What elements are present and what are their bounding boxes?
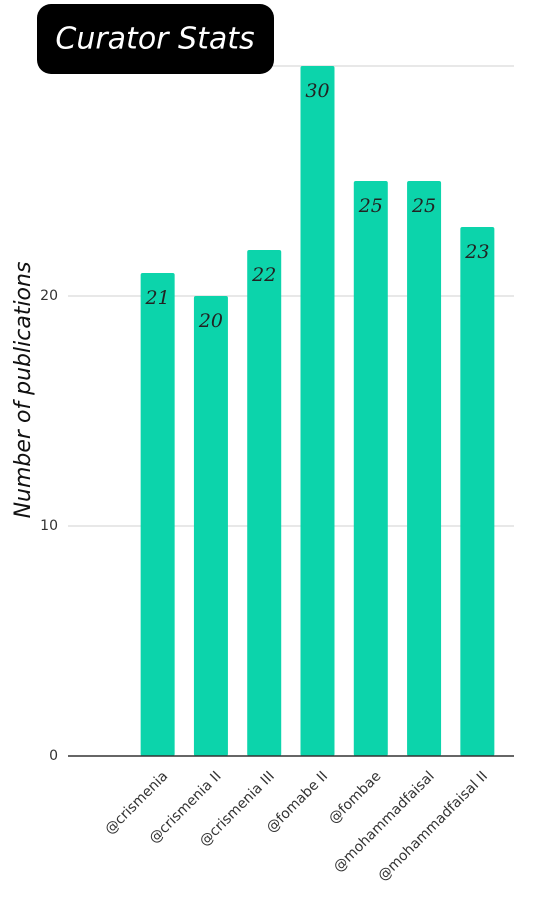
y-tick-label: 20: [40, 288, 58, 304]
y-tick-label: 10: [40, 518, 58, 534]
x-tick-label: @mohammadfaisal II: [375, 768, 491, 884]
bar: [300, 66, 335, 756]
x-tick-label: @mohammadfaisal: [331, 768, 438, 875]
data-label: 25: [411, 195, 436, 217]
y-tick-label: 0: [49, 748, 58, 764]
data-label: 21: [145, 287, 170, 309]
title-box: [37, 4, 274, 74]
data-label: 22: [251, 264, 276, 286]
y-axis-title: Number of publications: [11, 262, 36, 519]
bar: [247, 250, 282, 756]
bar: [460, 227, 495, 756]
data-label: 30: [305, 80, 329, 102]
data-label: 25: [358, 195, 383, 217]
bar: [407, 181, 442, 756]
data-label: 23: [464, 241, 489, 263]
bar: [140, 273, 175, 756]
data-label: 20: [198, 310, 223, 332]
bar: [193, 296, 228, 756]
chart-title: Curator Stats: [55, 22, 254, 57]
bar: [353, 181, 388, 756]
